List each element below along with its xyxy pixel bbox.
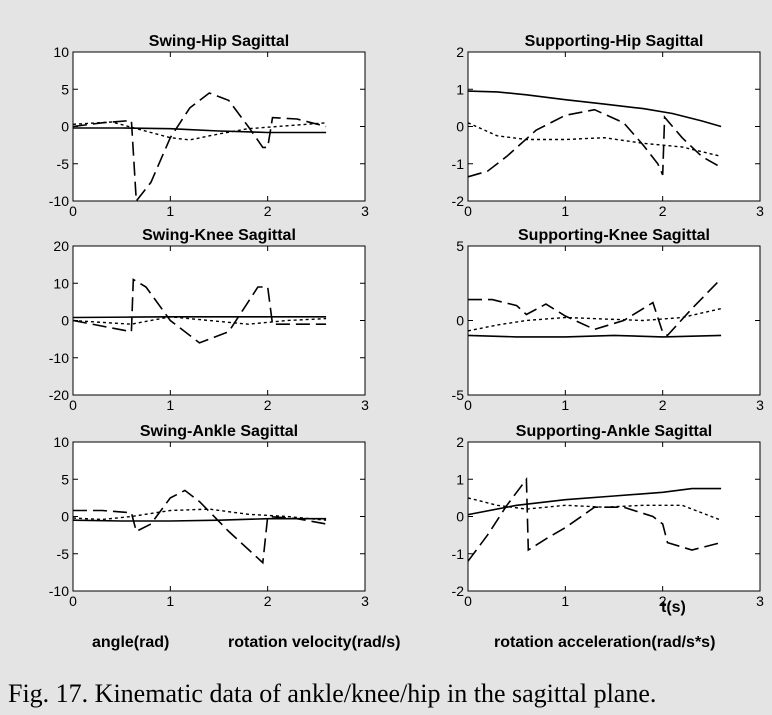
dotted-series-line [72,121,327,141]
x-tick-label: 0 [464,593,472,609]
y-tick-label: 0 [456,119,464,135]
x-tick-label: 1 [561,593,569,609]
y-tick-label: -2 [452,193,465,209]
y-tick-label: 1 [456,471,464,487]
y-tick-label: 10 [53,275,69,291]
plot-area [467,51,761,202]
x-tick-label: 1 [166,203,174,219]
x-axis-label: t(s) [661,599,686,616]
plot-area [467,245,761,396]
plot-area [72,245,366,396]
legend-angle: angle(rad) [92,634,169,651]
dashed-series-line [467,108,722,178]
solid-series-line [72,315,327,319]
y-tick-label: 10 [53,434,69,450]
x-tick-label: 3 [361,203,369,219]
x-tick-label: 2 [264,397,272,413]
solid-series-line [73,127,327,134]
y-tick-label: 5 [61,81,69,97]
x-tick-label: 2 [264,203,272,219]
y-tick-label: 5 [61,471,69,487]
y-tick-label: 0 [61,313,69,329]
y-tick-label: 2 [456,44,464,60]
x-tick-label: 3 [756,397,764,413]
x-tick-label: 0 [69,397,77,413]
dashed-series-line [72,278,327,344]
dashed-series-line [73,489,327,565]
panel-title: Supporting-Hip Sagittal [525,33,704,50]
plot-area [467,441,761,592]
y-tick-label: -1 [452,546,465,562]
x-tick-label: 1 [166,397,174,413]
y-tick-label: 0 [456,313,464,329]
panel-title: Supporting-Ankle Sagittal [516,423,712,440]
x-tick-label: 0 [69,203,77,219]
dashed-series-line [467,476,722,562]
subplot-2: Supporting-Hip Sagittal 0 1 2 3 2 1 0 -1 -2 [452,33,765,219]
y-tick-label: 5 [456,238,464,254]
y-tick-label: 20 [53,238,69,254]
y-tick-label: -20 [49,387,69,403]
solid-series-line [467,487,722,516]
x-tick-label: 2 [659,397,667,413]
panel-title: Swing-Ankle Sagittal [140,423,298,440]
x-tick-label: 2 [264,593,272,609]
dashed-series-line [468,278,722,337]
legend-acceleration: rotation acceleration(rad/s*s) [494,634,715,651]
x-tick-label: 3 [361,593,369,609]
plot-area [72,51,366,202]
y-tick-label: -5 [452,387,465,403]
y-tick-label: 2 [456,434,464,450]
subplot-6: Supporting-Ankle Sagittal 0 1 2 3 2 1 0 -1 -2 [452,423,765,609]
panel-title: Swing-Knee Sagittal [142,227,296,244]
x-tick-label: 0 [464,203,472,219]
y-tick-label: 0 [61,119,69,135]
x-tick-label: 0 [464,397,472,413]
subplot-1: Swing-Hip Sagittal 0 1 2 3 10 5 0 -5 -10 [49,33,369,219]
y-tick-label: -10 [49,583,69,599]
solid-series-line [467,90,722,128]
y-tick-label: -2 [452,583,465,599]
subplot-3: Swing-Knee Sagittal 0 1 2 3 20 10 0 -10 -20 [49,227,369,413]
x-tick-label: 3 [756,203,764,219]
legend-velocity: rotation velocity(rad/s) [228,634,400,651]
y-tick-label: 0 [61,509,69,525]
x-tick-label: 0 [69,593,77,609]
x-tick-label: 1 [561,203,569,219]
x-tick-label: 1 [166,593,174,609]
y-tick-label: -10 [49,350,69,366]
panel-title: Swing-Hip Sagittal [149,33,289,50]
panel-title: Supporting-Knee Sagittal [518,227,710,244]
solid-series-line [467,334,722,338]
x-tick-label: 3 [361,397,369,413]
x-tick-label: 2 [659,593,667,609]
y-tick-label: -5 [57,156,70,172]
y-tick-label: 0 [456,509,464,525]
y-tick-label: -5 [57,546,70,562]
x-tick-label: 1 [561,397,569,413]
solid-series-line [72,517,327,522]
y-tick-label: 1 [456,81,464,97]
y-tick-label: -10 [49,193,69,209]
figure-caption: Fig. 17. Kinematic data of ankle/knee/hi… [8,679,656,708]
dotted-series-line [467,122,722,157]
x-tick-label: 3 [756,593,764,609]
plot-area [72,441,366,592]
y-tick-label: 10 [53,44,69,60]
x-tick-label: 2 [659,203,667,219]
y-tick-label: -1 [452,156,465,172]
dashed-series-line [72,92,327,204]
subplot-5: Swing-Ankle Sagittal 0 1 2 3 10 5 0 -5 -10 [49,423,369,609]
